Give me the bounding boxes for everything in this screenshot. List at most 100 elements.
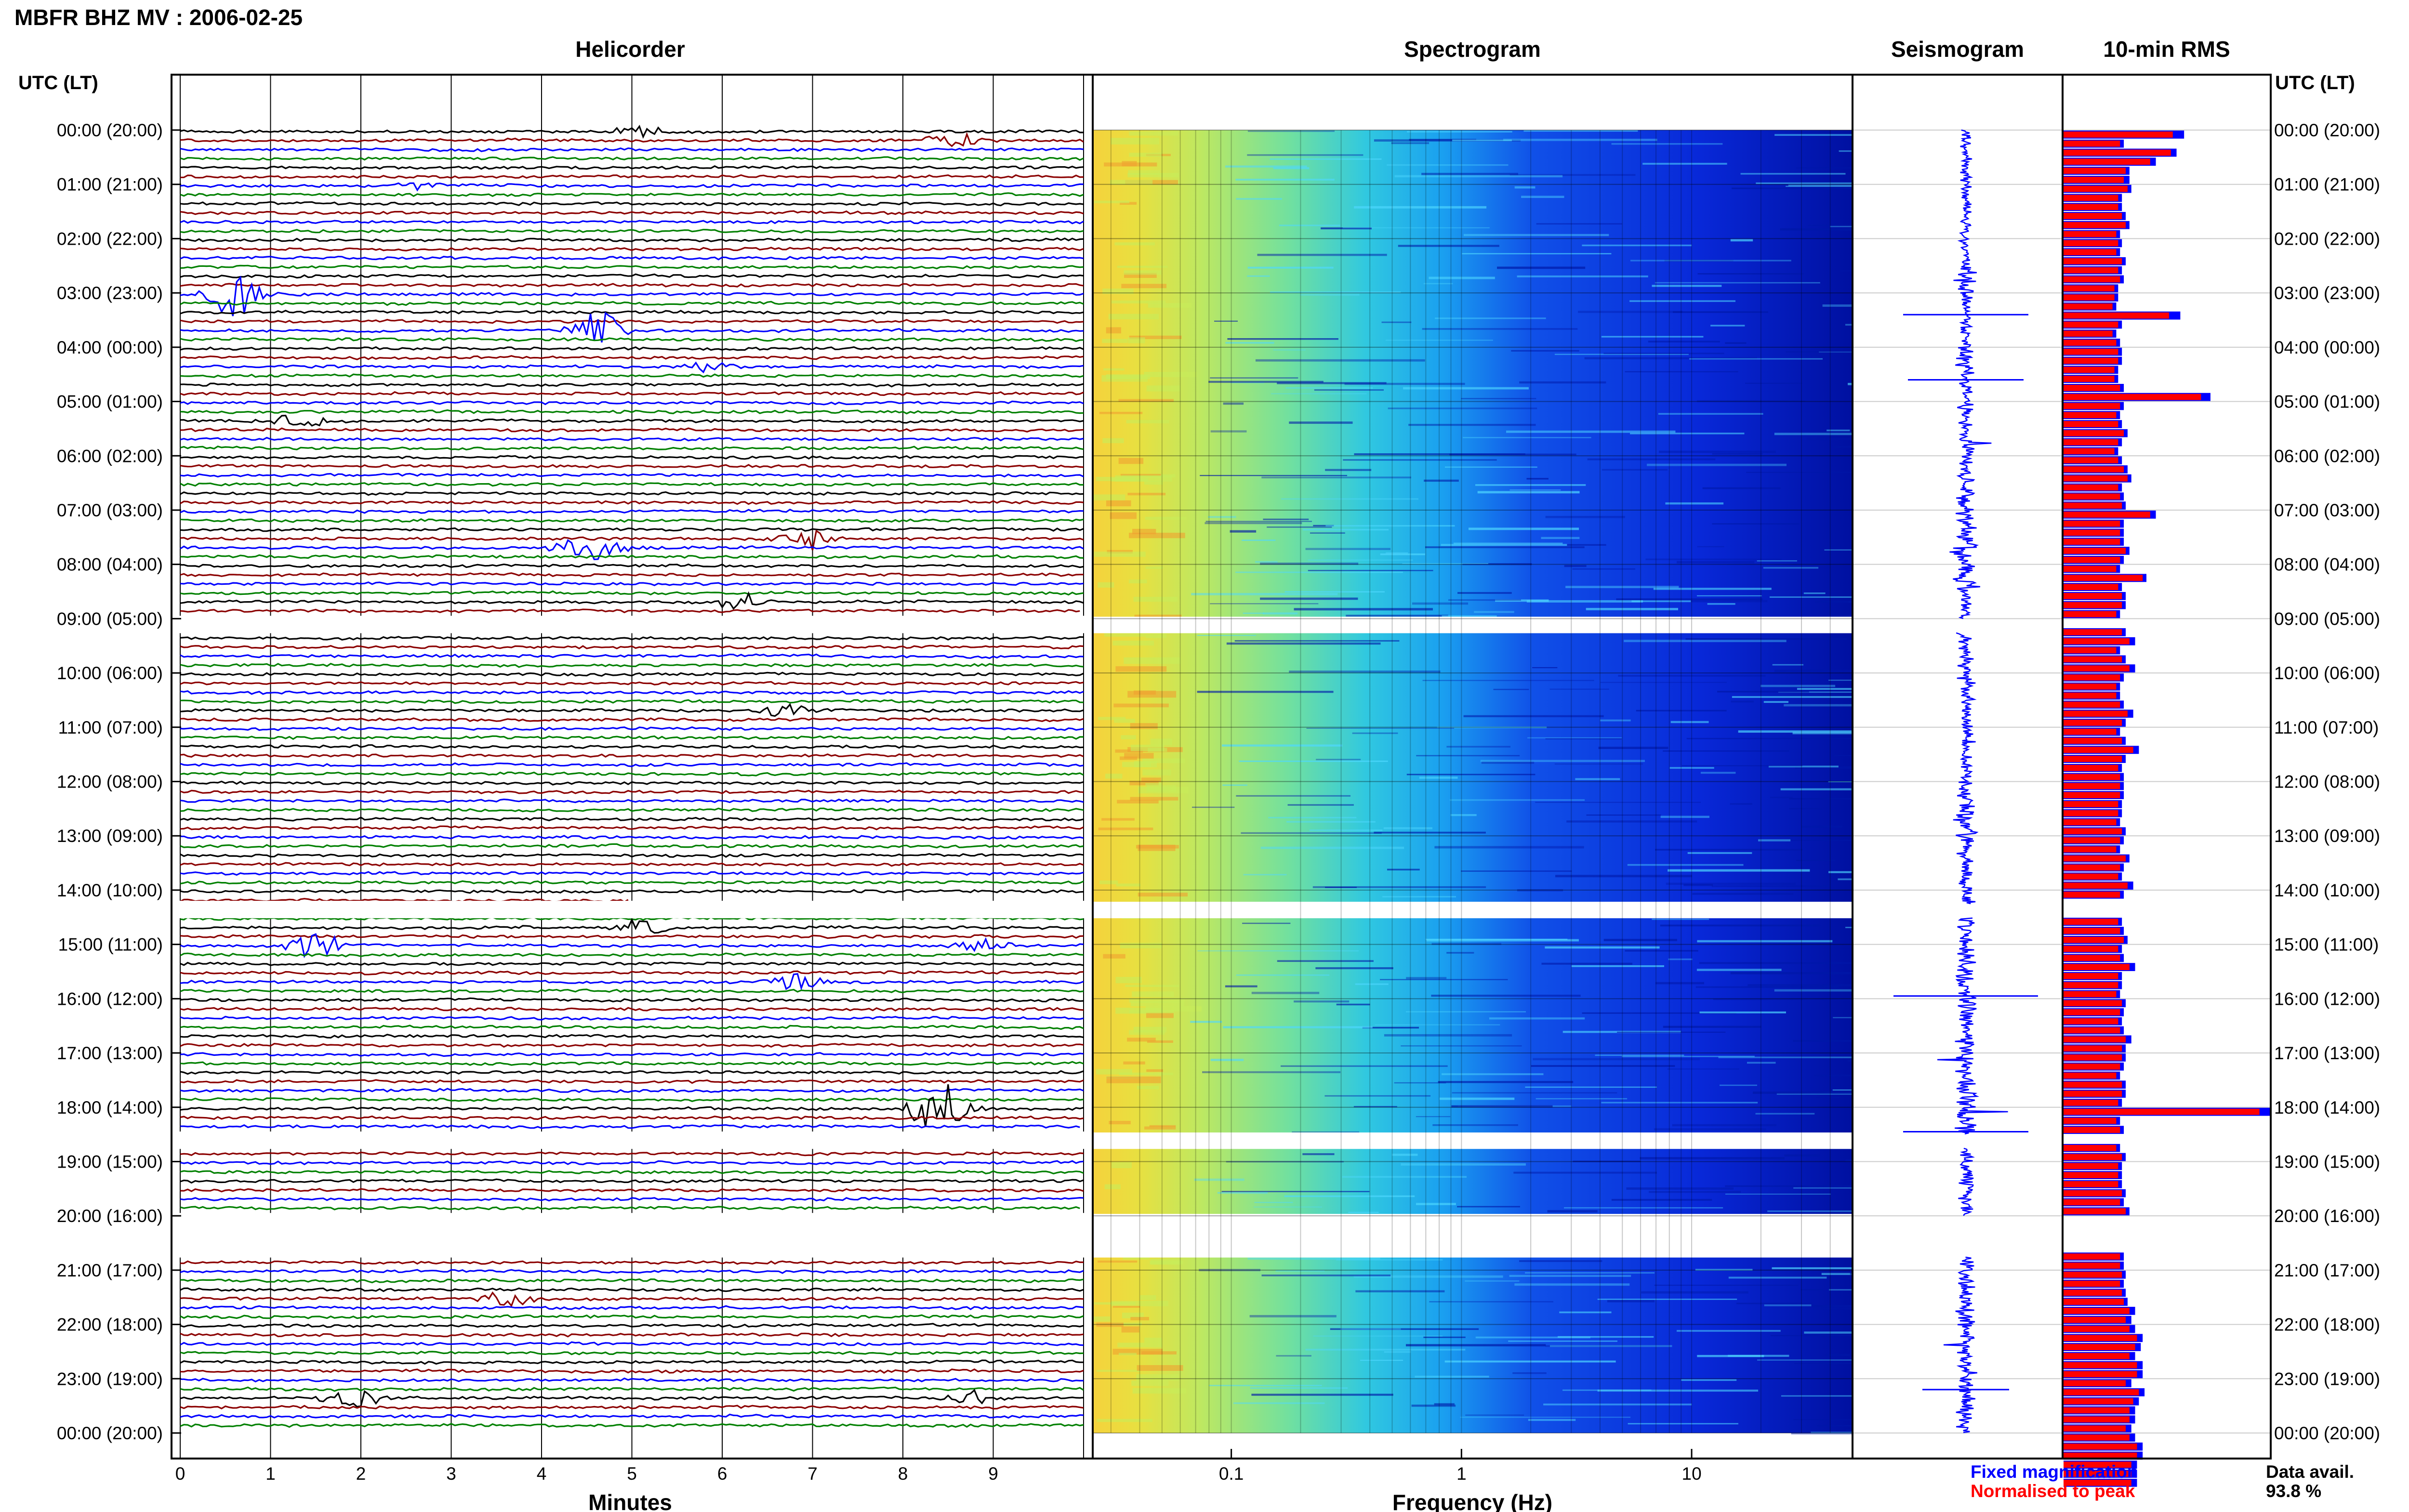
spectrogram-panel bbox=[1093, 130, 1853, 1434]
spectrogram-streak bbox=[1625, 371, 1738, 372]
spectrogram-streak bbox=[1276, 1355, 1311, 1357]
spectrogram-streak bbox=[1452, 139, 1512, 142]
spectrogram-streak bbox=[1344, 382, 1465, 385]
spectrogram-streak bbox=[1407, 131, 1512, 132]
spectrogram-streak bbox=[1254, 1202, 1293, 1203]
spectrogram-streak bbox=[1289, 421, 1353, 424]
spectrogram-lowfreq-cell bbox=[1137, 1086, 1159, 1090]
spectrogram-streak bbox=[1769, 596, 1853, 598]
spectrogram-data-gap bbox=[1093, 1214, 1853, 1258]
time-label-left: 13:00 (09:00) bbox=[57, 826, 163, 846]
spectrogram-lowfreq-cell bbox=[1132, 991, 1174, 997]
spectrogram-streak bbox=[1268, 816, 1357, 819]
helicorder-trace bbox=[180, 1196, 1084, 1202]
spectrogram-streak bbox=[1780, 228, 1853, 231]
spectrogram-streak bbox=[1270, 291, 1401, 293]
spectrogram-streak bbox=[1710, 325, 1745, 327]
rms-frame bbox=[2062, 74, 2272, 1459]
spectrogram-streak bbox=[1236, 974, 1330, 976]
rms-bar-normalised bbox=[2064, 973, 2118, 979]
spectrogram-streak bbox=[1757, 560, 1797, 562]
rms-bar-normalised bbox=[2064, 1316, 2126, 1323]
spectrogram-streak bbox=[1251, 1394, 1393, 1396]
spectrogram-streak bbox=[1200, 475, 1348, 476]
time-label-right: 17:00 (13:00) bbox=[2274, 1043, 2380, 1063]
rms-bar-normalised bbox=[2064, 185, 2128, 192]
rms-bar-normalised bbox=[2064, 674, 2120, 681]
minute-tick-label: 5 bbox=[627, 1464, 637, 1484]
spectrogram-streak bbox=[1794, 1363, 1853, 1364]
data-availability-value: 93.8 % bbox=[2266, 1481, 2321, 1501]
helicorder-trace bbox=[180, 500, 1084, 505]
spectrogram-streak bbox=[1312, 886, 1486, 888]
spectrogram-streak bbox=[1286, 821, 1376, 823]
spectrogram-streak bbox=[1673, 311, 1768, 313]
spectrogram-streak bbox=[1474, 611, 1514, 613]
helicorder-trace bbox=[180, 247, 1084, 252]
spectrogram-streak bbox=[1382, 896, 1456, 898]
spectrogram-streak bbox=[1730, 803, 1752, 805]
spectrogram-streak bbox=[1227, 338, 1338, 340]
spectrogram-streak bbox=[1697, 1354, 1764, 1357]
spectrogram-streak bbox=[1431, 995, 1581, 997]
spectrogram-streak bbox=[1795, 766, 1853, 769]
helicorder-trace bbox=[180, 753, 1084, 758]
spectrogram-streak bbox=[1814, 1075, 1853, 1077]
spectrogram-streak bbox=[1191, 806, 1235, 808]
spectrogram-streak bbox=[1549, 688, 1609, 690]
spectrogram-streak bbox=[1824, 549, 1853, 551]
spectrogram-streak bbox=[1497, 266, 1586, 269]
spectrogram-streak bbox=[1233, 1402, 1325, 1404]
spectrogram-streak bbox=[1416, 1116, 1451, 1118]
rms-bar-normalised bbox=[2064, 466, 2124, 473]
spectrogram-streak bbox=[1713, 999, 1853, 1000]
spectrogram-streak bbox=[1263, 518, 1309, 520]
rms-bar-normalised bbox=[2064, 1045, 2122, 1052]
spectrogram-streak bbox=[1330, 1328, 1479, 1330]
spectrogram-streak bbox=[1465, 1414, 1524, 1416]
helicorder-panel bbox=[175, 75, 1088, 1459]
rms-bar-normalised bbox=[2064, 936, 2124, 943]
rms-bar-normalised bbox=[2064, 321, 2118, 328]
spectrogram-streak bbox=[1374, 831, 1486, 834]
spectrogram-streak bbox=[1422, 680, 1594, 681]
spectrogram-streak bbox=[1426, 939, 1579, 942]
rms-bar-normalised bbox=[2064, 783, 2120, 789]
spectrogram-streak bbox=[1275, 1270, 1325, 1272]
rms-bar-normalised bbox=[2064, 982, 2118, 988]
helicorder-trace bbox=[180, 1034, 1084, 1039]
panel-title-rms: 10-min RMS bbox=[2103, 37, 2230, 62]
rms-bar-normalised bbox=[2064, 1271, 2122, 1278]
spectrogram-streak bbox=[1624, 640, 1787, 643]
rms-bar-normalised bbox=[2064, 837, 2120, 843]
spectrogram-streak bbox=[1653, 588, 1772, 590]
spectrogram-streak bbox=[1305, 548, 1391, 550]
spectrogram-streak bbox=[1736, 1302, 1813, 1304]
figure-title: MBFR BHZ MV : 2006-02-25 bbox=[14, 5, 303, 30]
rms-bar-normalised bbox=[2064, 565, 2117, 572]
rms-bar-normalised bbox=[2064, 1253, 2120, 1260]
spectrogram-streak bbox=[1315, 967, 1393, 970]
time-label-right: 12:00 (08:00) bbox=[2274, 772, 2380, 792]
spectrogram-streak bbox=[1683, 884, 1713, 886]
spectrogram-streak bbox=[1514, 186, 1535, 189]
helicorder-trace bbox=[180, 310, 1084, 315]
helicorder-trace bbox=[180, 973, 1084, 991]
spectrogram-streak bbox=[1642, 163, 1727, 165]
spectrogram-lowfreq-cell bbox=[1144, 1338, 1162, 1343]
spectrogram-streak bbox=[1208, 381, 1324, 383]
helicorder-trace bbox=[180, 735, 1084, 740]
spectrogram-streak bbox=[1800, 1289, 1823, 1290]
spectrogram-streak bbox=[1457, 592, 1512, 594]
spectrogram-streak bbox=[1822, 304, 1853, 307]
spectrogram-lowfreq-cell bbox=[1144, 481, 1163, 485]
spectrogram-streak bbox=[1223, 1026, 1373, 1028]
spectrogram-streak bbox=[1601, 336, 1704, 338]
spectrogram-streak bbox=[1191, 593, 1338, 595]
spectrogram-streak bbox=[1760, 684, 1836, 687]
helicorder-trace bbox=[180, 319, 1084, 324]
spectrogram-streak bbox=[1846, 1430, 1853, 1431]
spectrogram-lowfreq-cell bbox=[1121, 735, 1136, 740]
rms-bar-normalised bbox=[2064, 303, 2113, 310]
spectrogram-streak bbox=[1289, 671, 1441, 673]
